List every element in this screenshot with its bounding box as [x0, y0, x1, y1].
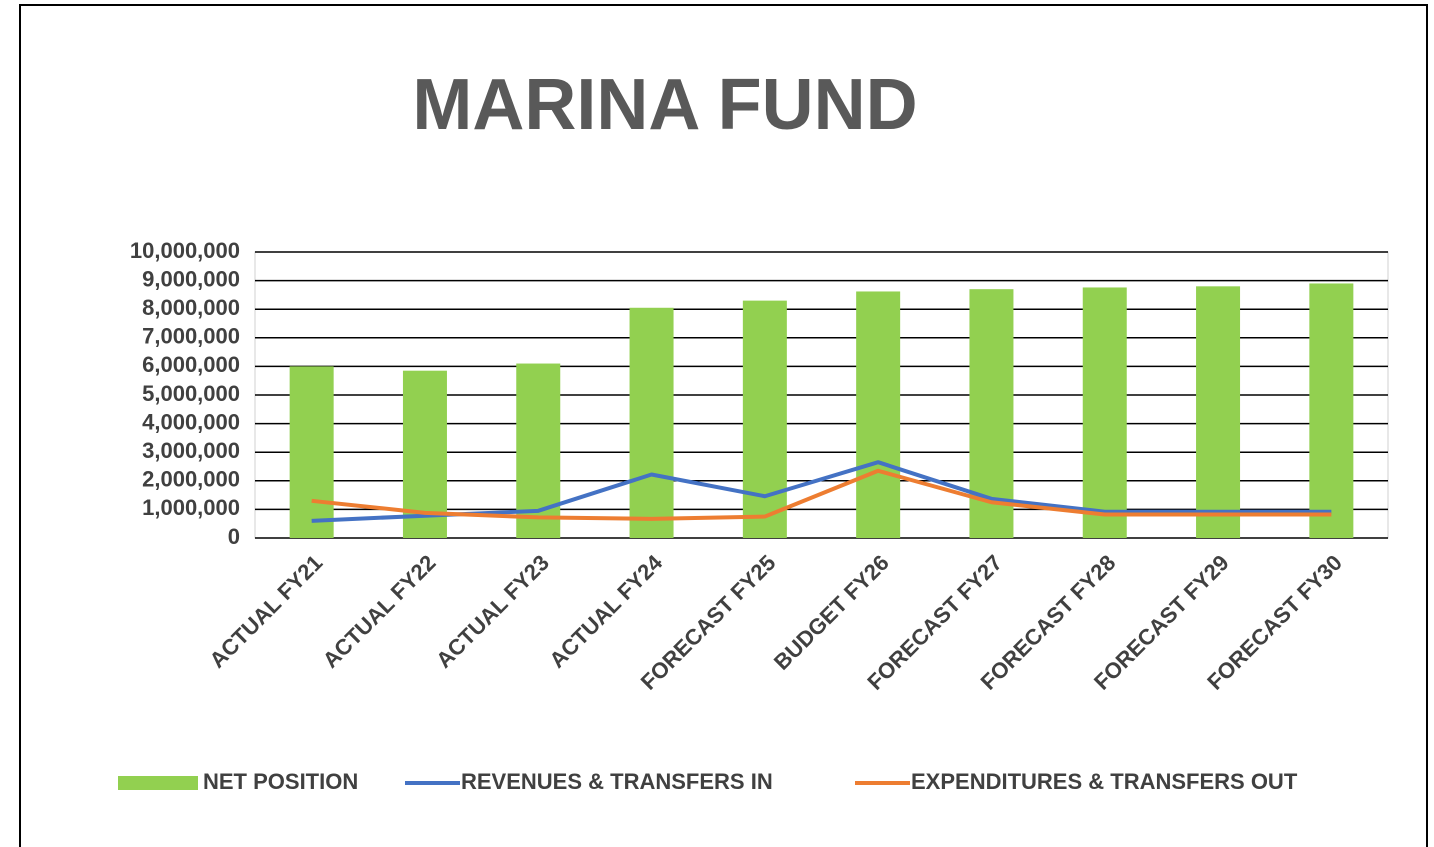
y-tick-label: 1,000,000: [142, 495, 240, 520]
chart-title: MARINA FUND: [412, 65, 917, 145]
bar: [742, 300, 787, 538]
bar: [629, 307, 674, 538]
bar: [1082, 287, 1127, 538]
bar: [856, 291, 901, 538]
y-tick-label: 10,000,000: [130, 238, 240, 263]
y-tick-label: 9,000,000: [142, 266, 240, 291]
x-tick-label: BUDGET FY26: [769, 550, 894, 675]
x-tick-label: ACTUAL FY23: [431, 550, 554, 673]
bar: [289, 366, 334, 538]
bar: [1196, 286, 1241, 538]
y-tick-label: 5,000,000: [142, 381, 240, 406]
y-tick-label: 2,000,000: [142, 467, 240, 492]
y-tick-label: 7,000,000: [142, 324, 240, 349]
bar: [1309, 283, 1354, 538]
line: [311, 468, 1332, 521]
y-tick-label: 4,000,000: [142, 409, 240, 434]
y-tick-label: 6,000,000: [142, 352, 240, 377]
x-tick-label: ACTUAL FY21: [204, 550, 327, 673]
legend-label: NET POSITION: [203, 769, 358, 794]
y-tick-label: 8,000,000: [142, 295, 240, 320]
legend-label: REVENUES & TRANSFERS IN: [461, 769, 773, 794]
legend-label: EXPENDITURES & TRANSFERS OUT: [911, 769, 1298, 794]
y-tick-label: 0: [228, 524, 240, 549]
legend-swatch: [118, 776, 198, 790]
x-tick-label: ACTUAL FY24: [544, 549, 667, 672]
chart-border: [19, 4, 1428, 847]
x-tick-label: ACTUAL FY22: [318, 550, 441, 673]
y-tick-label: 3,000,000: [142, 438, 240, 463]
